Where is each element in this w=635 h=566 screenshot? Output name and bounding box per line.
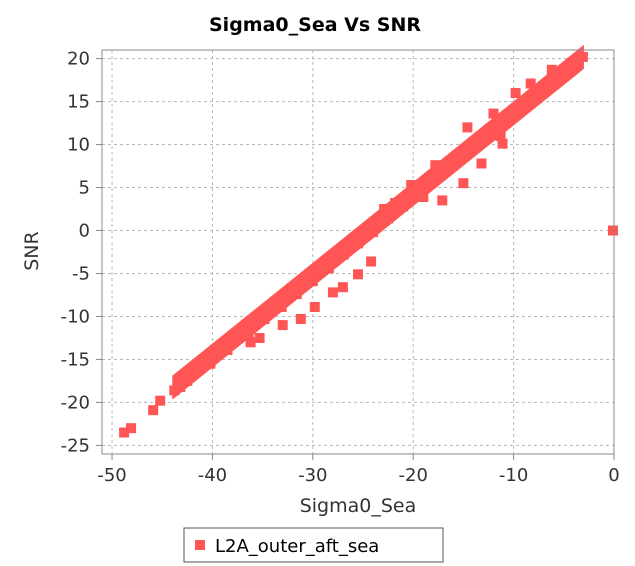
x-tick-label: -20: [399, 465, 428, 486]
data-point: [317, 263, 328, 274]
data-point: [148, 405, 159, 416]
data-point: [533, 88, 544, 99]
y-tick-label: 20: [67, 49, 90, 70]
data-point: [543, 77, 554, 88]
data-point: [205, 358, 216, 369]
data-point: [277, 320, 288, 331]
data-point: [577, 51, 588, 62]
data-point: [428, 175, 439, 186]
y-tick-label: -10: [61, 306, 90, 327]
data-point: [309, 302, 320, 312]
data-point: [175, 382, 186, 392]
data-point: [327, 287, 338, 298]
data-point: [443, 163, 454, 174]
x-axis-label: Sigma0_Sea: [300, 495, 417, 517]
plot-area-border: [101, 49, 615, 455]
data-point: [338, 249, 349, 260]
data-point: [473, 138, 484, 149]
data-density-band: [172, 44, 584, 400]
data-point: [323, 263, 334, 274]
data-point: [353, 269, 363, 280]
data-point: [243, 330, 254, 341]
data-point: [418, 192, 429, 202]
data-point: [510, 88, 521, 98]
legend-swatch: [195, 540, 205, 550]
data-point: [119, 427, 130, 438]
data-point: [169, 385, 180, 396]
data-point: [437, 195, 448, 206]
y-tick-label: -15: [61, 349, 90, 370]
data-point: [291, 289, 302, 300]
data-point: [458, 150, 469, 161]
x-tick-label: -40: [198, 465, 227, 486]
x-tick-label: -30: [298, 465, 327, 486]
data-point: [488, 108, 499, 119]
data-point: [476, 158, 487, 169]
data-point: [276, 302, 287, 312]
y-tick-label: -5: [72, 263, 90, 284]
legend: L2A_outer_aft_sea: [183, 527, 444, 563]
data-point: [379, 204, 390, 214]
y-tick-label: -25: [61, 435, 90, 456]
y-axis-label: SNR: [21, 231, 43, 270]
data-point: [495, 131, 506, 141]
data-point: [554, 68, 565, 79]
data-band: [172, 44, 584, 400]
data-point: [488, 125, 499, 136]
data-point: [245, 337, 256, 348]
data-point: [608, 225, 618, 236]
x-tick-label: -50: [97, 465, 126, 486]
data-point: [254, 333, 265, 343]
data-point: [398, 201, 409, 212]
data-point: [566, 57, 577, 68]
data-point: [497, 138, 508, 149]
x-tick-label: -10: [499, 465, 528, 486]
data-point: [518, 100, 529, 111]
data-point: [366, 256, 377, 267]
data-point: [222, 345, 233, 355]
data-point: [332, 253, 343, 263]
y-tick-label: 0: [79, 221, 90, 242]
data-points: [119, 51, 618, 438]
data-point: [307, 276, 318, 287]
data-point: [525, 78, 536, 89]
data-point: [368, 227, 379, 238]
chart-title: Sigma0_Sea Vs SNR: [209, 14, 421, 36]
data-point: [126, 423, 137, 434]
data-point: [182, 375, 193, 386]
data-point: [462, 122, 473, 133]
data-point: [546, 64, 557, 75]
y-tick-label: 10: [67, 135, 90, 156]
y-axis: -25 -20 -15 -10 -5 0 5 10 15 20: [61, 49, 102, 456]
data-point: [503, 113, 514, 124]
y-tick-label: -20: [61, 392, 90, 413]
data-point: [155, 395, 166, 406]
data-point: [337, 282, 348, 293]
x-tick-label: 0: [608, 465, 619, 486]
data-point: [353, 238, 363, 249]
data-point: [458, 178, 469, 189]
data-point: [259, 314, 270, 324]
y-tick-label: 5: [79, 178, 90, 199]
data-point: [295, 314, 306, 324]
data-point: [390, 198, 401, 208]
y-tick-label: 15: [67, 92, 90, 113]
legend-label: L2A_outer_aft_sea: [215, 536, 379, 557]
data-point: [413, 188, 424, 199]
data-point: [406, 180, 417, 190]
data-point: [383, 213, 394, 224]
data-point: [430, 160, 441, 171]
x-axis: -50 -40 -30 -20 -10 0: [97, 454, 620, 486]
legend-box: [183, 527, 444, 563]
